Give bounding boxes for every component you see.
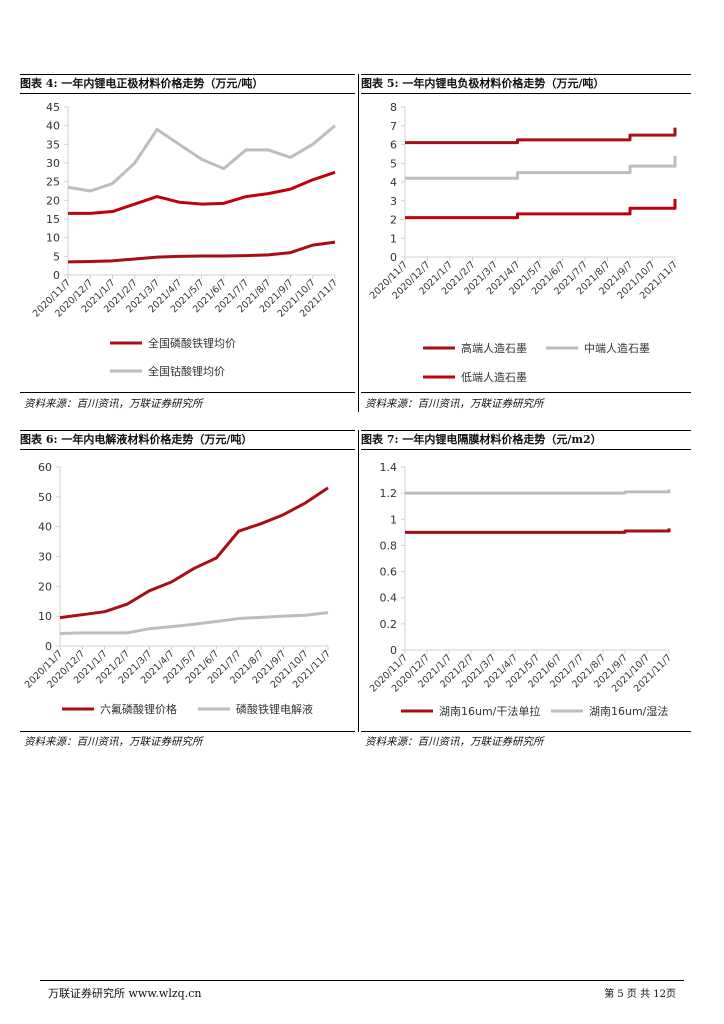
fig6-y-tick-label: 60 bbox=[38, 461, 52, 474]
fig7-y-tick-label: 1.4 bbox=[380, 461, 398, 474]
fig4-y-tick-label: 0 bbox=[53, 269, 60, 282]
fig6-legend-1-label: 磷酸铁锂电解液 bbox=[236, 702, 313, 716]
fig4-y-tick-label: 20 bbox=[46, 194, 60, 207]
fig5-y-tick-label: 3 bbox=[390, 195, 397, 208]
fig7-y-tick-label: 0.8 bbox=[380, 539, 398, 552]
fig6-legend-0-label: 六氟磷酸锂价格 bbox=[100, 702, 177, 716]
figure-7-chart: 00.20.40.60.811.21.42020/11/72020/12/720… bbox=[368, 461, 674, 718]
fig5-series-0-line bbox=[405, 127, 677, 145]
fig5-y-tick-label: 0 bbox=[390, 251, 397, 264]
footer-publisher: 万联证券研究所 www.wlzq.cn bbox=[48, 987, 202, 1000]
figure-4-title-rule bbox=[20, 93, 355, 94]
figure-5-top-rule bbox=[361, 74, 691, 75]
fig7-y-tick-label: 1 bbox=[390, 513, 397, 526]
figure-5-chart: 0123456782020/11/72020/12/72021/1/72021/… bbox=[368, 101, 680, 384]
figure-5-title: 图表 5: 一年内锂电负极材料价格走势（万元/吨） bbox=[361, 77, 605, 90]
fig4-series-2-line bbox=[68, 170, 336, 215]
figure-4-top-rule bbox=[20, 74, 355, 75]
fig4-series-0-line bbox=[67, 240, 336, 264]
figure-7-source: 资料来源：百川资讯，万联证券研究所 bbox=[365, 736, 544, 748]
figure-7-top-rule bbox=[361, 430, 691, 431]
fig5-y-tick-label: 6 bbox=[390, 139, 397, 152]
fig4-y-tick-label: 25 bbox=[46, 176, 60, 189]
figure-5-bottom-rule bbox=[361, 392, 691, 393]
fig6-y-tick-label: 20 bbox=[38, 580, 52, 593]
fig7-legend-1-label: 湖南16um/湿法 bbox=[589, 704, 668, 718]
fig4-series-1-line bbox=[67, 124, 336, 193]
fig5-legend-1-label: 中端人造石墨 bbox=[584, 341, 650, 355]
fig5-series-1-line bbox=[405, 155, 677, 180]
fig6-y-tick-label: 40 bbox=[38, 521, 52, 534]
figure-6-source: 资料来源：百川资讯，万联证券研究所 bbox=[24, 736, 203, 748]
fig5-y-tick-label: 7 bbox=[390, 120, 397, 133]
fig4-legend-0-label: 全国磷酸铁锂均价 bbox=[148, 336, 236, 350]
fig5-y-tick-label: 5 bbox=[390, 157, 397, 170]
column-separator-bottom bbox=[358, 430, 359, 732]
figure-5-panel: 图表 5: 一年内锂电负极材料价格走势（万元/吨） 0 1 2 3 4 5 6 7 8 2020/… bbox=[361, 74, 691, 414]
fig4-y-tick-label: 15 bbox=[46, 213, 60, 226]
footer-rule bbox=[40, 980, 684, 981]
figure-4-chart: 0510152025303540452020/11/72020/12/72021… bbox=[31, 101, 340, 378]
fig7-y-tick-label: 0.2 bbox=[380, 618, 398, 631]
figure-4-title: 图表 4: 一年内锂电正极材料价格走势（万元/吨） bbox=[20, 77, 264, 90]
fig4-y-tick-label: 30 bbox=[46, 157, 60, 170]
figure-7-title: 图表 7: 一年内锂电隔膜材料价格走势（元/m2） bbox=[361, 433, 602, 446]
fig5-y-tick-label: 2 bbox=[390, 214, 397, 227]
fig7-legend-0-label: 湖南16um/干法单拉 bbox=[439, 704, 540, 718]
figure-7-bottom-rule bbox=[361, 731, 691, 732]
fig7-y-tick-label: 0 bbox=[390, 644, 397, 657]
figure-4-source: 资料来源：百川资讯，万联证券研究所 bbox=[24, 398, 203, 410]
fig7-y-tick-label: 0.6 bbox=[380, 566, 398, 579]
figure-7-title-rule bbox=[361, 449, 691, 450]
figure-6-chart: 01020304050602020/11/72020/12/72021/1/72… bbox=[23, 461, 333, 716]
fig6-y-tick-label: 50 bbox=[38, 491, 52, 504]
figure-4-panel: 图表 4: 一年内锂电正极材料价格走势（万元/吨） 0 5 10 15 20 25 30 35… bbox=[20, 74, 355, 414]
figure-6-top-rule bbox=[20, 430, 355, 431]
fig5-legend-0-label: 高端人造石墨 bbox=[461, 341, 527, 355]
fig5-legend-2-label: 低端人造石墨 bbox=[461, 370, 527, 384]
fig7-series-0-line bbox=[405, 528, 671, 534]
column-separator-top bbox=[358, 74, 359, 412]
figure-5-source: 资料来源：百川资讯，万联证券研究所 bbox=[365, 398, 544, 410]
figure-6-panel: 图表 6: 一年内电解液材料价格走势（万元/吨） 0 10 20 30 40 50 60 20… bbox=[20, 430, 355, 750]
figure-6-title: 图表 6: 一年内电解液材料价格走势（万元/吨） bbox=[20, 433, 253, 446]
fig6-series-1-line bbox=[59, 611, 329, 635]
figure-4-bottom-rule bbox=[20, 392, 355, 393]
figure-7-panel: 图表 7: 一年内锂电隔膜材料价格走势（元/m2） 0 0.2 0.4 0.6 0.8 1… bbox=[361, 430, 691, 750]
fig5-series-2-line bbox=[405, 198, 677, 220]
fig4-y-tick-label: 45 bbox=[46, 101, 60, 114]
fig5-y-tick-label: 8 bbox=[390, 101, 397, 114]
fig7-y-tick-label: 1.2 bbox=[380, 487, 398, 500]
fig4-y-tick-label: 35 bbox=[46, 138, 60, 151]
fig6-y-tick-label: 30 bbox=[38, 551, 52, 564]
fig4-y-tick-label: 5 bbox=[53, 250, 60, 263]
fig4-legend-1-label: 全国钴酸锂均价 bbox=[148, 364, 225, 378]
figure-6-bottom-rule bbox=[20, 731, 355, 732]
fig4-y-tick-label: 40 bbox=[46, 120, 60, 133]
fig5-y-tick-label: 1 bbox=[390, 232, 397, 245]
fig5-y-tick-label: 4 bbox=[390, 176, 397, 189]
fig7-series-1-line bbox=[405, 489, 671, 495]
fig6-series-0-line bbox=[59, 486, 329, 620]
figure-5-title-rule bbox=[361, 93, 691, 94]
fig4-y-tick-label: 10 bbox=[46, 232, 60, 245]
footer-page-number: 第 5 页 共 12页 bbox=[604, 989, 676, 1000]
figure-6-title-rule bbox=[20, 449, 355, 450]
fig7-y-tick-label: 0.4 bbox=[380, 592, 398, 605]
fig6-y-tick-label: 10 bbox=[38, 610, 52, 623]
fig6-y-tick-label: 0 bbox=[45, 640, 52, 653]
